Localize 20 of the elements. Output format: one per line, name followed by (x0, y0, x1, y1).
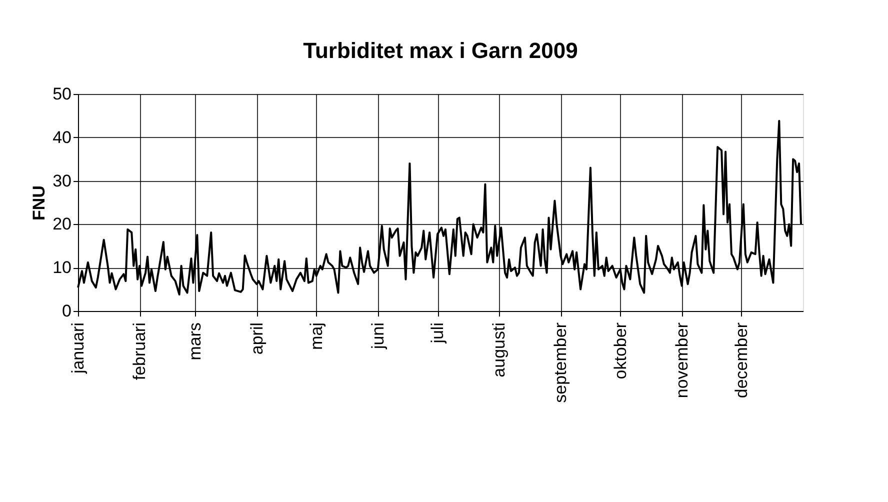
chart-title: Turbiditet max i Garn 2009 (303, 38, 578, 63)
x-tick-label: november (672, 322, 692, 398)
y-tick-label: 30 (52, 171, 72, 190)
x-tick-label: december (732, 322, 751, 398)
y-tick-label: 0 (62, 302, 72, 320)
x-tick-label: januari (68, 322, 88, 375)
x-tick-label: juli (428, 322, 448, 344)
x-tick-label: maj (306, 322, 326, 350)
x-tick-label: augusti (490, 322, 509, 378)
x-tick-label: oktober (610, 322, 630, 380)
y-tick-label: 40 (52, 128, 72, 147)
y-axis-title: FNU (30, 186, 49, 220)
y-tick-label: 50 (52, 84, 72, 104)
x-tick-label: september (551, 322, 570, 403)
x-tick-label: mars (186, 322, 205, 360)
y-tick-label: 20 (52, 214, 72, 234)
y-tick-label: 10 (52, 258, 72, 278)
x-tick-label: april (247, 322, 266, 355)
x-tick-label: juni (368, 322, 388, 350)
x-tick-label: februari (130, 322, 150, 380)
